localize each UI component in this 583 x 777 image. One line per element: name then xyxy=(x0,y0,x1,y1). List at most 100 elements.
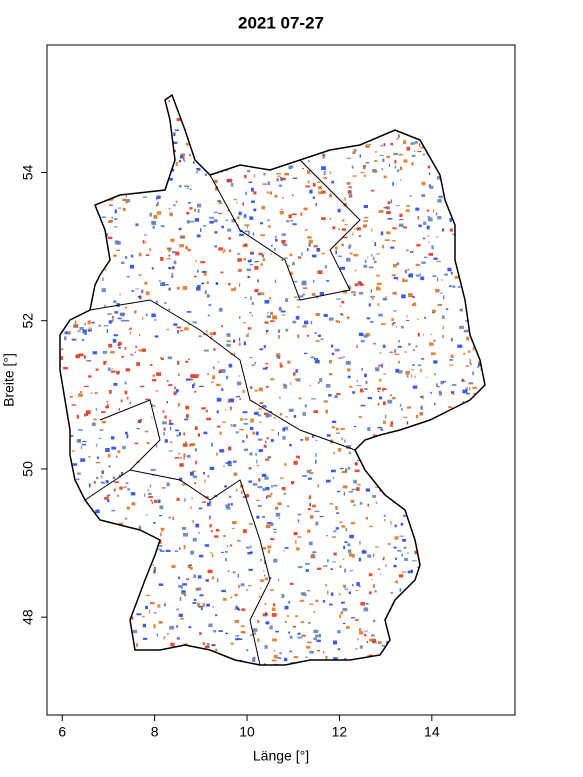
speckle xyxy=(398,114,402,117)
speckle xyxy=(270,320,275,323)
speckle xyxy=(106,401,109,403)
speckle xyxy=(259,222,264,225)
speckle xyxy=(258,135,261,140)
speckle xyxy=(233,199,238,201)
speckle xyxy=(293,460,298,465)
speckle xyxy=(437,564,442,566)
speckle xyxy=(153,624,156,629)
speckle xyxy=(139,419,142,422)
speckle xyxy=(483,630,485,635)
speckle xyxy=(166,380,169,382)
speckle xyxy=(187,248,192,252)
speckle xyxy=(391,240,396,242)
speckle xyxy=(453,648,456,652)
speckle xyxy=(91,321,95,324)
speckle xyxy=(152,105,157,109)
speckle xyxy=(113,593,115,597)
speckle xyxy=(488,335,491,337)
speckle xyxy=(91,145,93,149)
speckle xyxy=(122,207,126,211)
speckle xyxy=(84,172,90,176)
speckle xyxy=(131,253,133,256)
speckle xyxy=(392,227,397,230)
speckle xyxy=(402,140,407,145)
speckle xyxy=(293,655,299,659)
speckle xyxy=(176,497,180,501)
speckle xyxy=(218,212,222,215)
speckle xyxy=(425,504,429,506)
speckle xyxy=(266,191,269,194)
speckle xyxy=(125,306,127,309)
speckle xyxy=(336,393,341,396)
speckle xyxy=(482,552,485,557)
speckle xyxy=(251,314,253,317)
speckle xyxy=(203,272,207,276)
speckle xyxy=(80,225,84,228)
speckle xyxy=(436,616,438,619)
speckle xyxy=(64,268,67,271)
speckle xyxy=(437,104,440,107)
speckle xyxy=(176,286,180,290)
speckle xyxy=(303,207,308,211)
speckle xyxy=(339,614,342,619)
speckle xyxy=(242,529,247,533)
speckle xyxy=(224,249,226,253)
x-tick-label: 6 xyxy=(58,724,66,740)
speckle xyxy=(313,244,318,248)
speckle xyxy=(198,507,203,510)
speckle xyxy=(373,619,376,623)
speckle xyxy=(473,642,477,647)
speckle xyxy=(463,107,465,109)
speckle xyxy=(431,516,437,519)
speckle xyxy=(247,327,252,330)
speckle xyxy=(155,390,159,392)
speckle xyxy=(484,277,485,280)
speckle xyxy=(169,625,175,630)
speckle xyxy=(297,256,302,259)
speckle xyxy=(267,545,272,549)
speckle xyxy=(207,475,210,478)
speckle xyxy=(95,368,99,371)
speckle xyxy=(77,586,83,590)
speckle xyxy=(84,323,86,326)
speckle xyxy=(125,482,129,484)
speckle xyxy=(57,589,59,590)
speckle xyxy=(247,259,251,263)
speckle xyxy=(270,378,275,381)
speckle xyxy=(450,140,454,144)
speckle xyxy=(91,179,96,184)
speckle xyxy=(202,501,206,503)
speckle xyxy=(154,405,156,408)
speckle xyxy=(383,373,387,375)
speckle xyxy=(238,375,241,377)
speckle xyxy=(420,276,425,281)
speckle xyxy=(206,603,210,607)
speckle xyxy=(126,506,130,510)
speckle xyxy=(209,332,215,335)
speckle xyxy=(221,369,226,373)
speckle xyxy=(290,381,292,386)
speckle xyxy=(376,274,380,277)
speckle xyxy=(121,527,125,530)
speckle xyxy=(225,375,229,380)
speckle xyxy=(229,398,235,403)
speckle xyxy=(117,317,122,320)
speckle xyxy=(78,439,81,441)
speckle xyxy=(489,438,490,441)
speckle xyxy=(108,320,112,324)
speckle xyxy=(99,429,104,431)
speckle xyxy=(283,666,286,670)
speckle xyxy=(339,266,345,270)
speckle xyxy=(179,155,184,159)
speckle xyxy=(300,439,304,441)
speckle xyxy=(432,454,437,458)
speckle xyxy=(342,622,346,625)
speckle xyxy=(255,431,259,436)
speckle xyxy=(386,123,392,127)
speckle xyxy=(421,194,426,198)
speckle xyxy=(202,130,205,135)
speckle xyxy=(313,410,319,414)
speckle xyxy=(444,273,448,276)
speckle xyxy=(489,664,490,666)
speckle xyxy=(71,662,74,665)
